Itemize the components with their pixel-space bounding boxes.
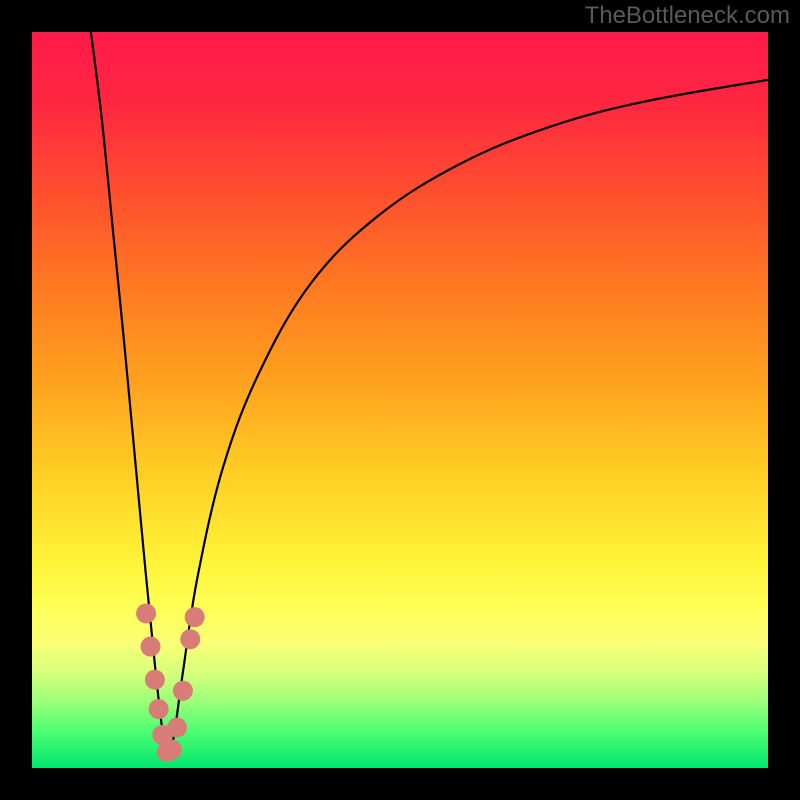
data-marker	[162, 740, 182, 760]
plot-background	[32, 32, 768, 768]
chart-svg	[0, 0, 800, 800]
data-marker	[141, 637, 161, 657]
data-marker	[180, 629, 200, 649]
bottleneck-chart: TheBottleneck.com	[0, 0, 800, 800]
data-marker	[145, 670, 165, 690]
watermark-text: TheBottleneck.com	[585, 2, 790, 30]
data-marker	[173, 681, 193, 701]
data-marker	[185, 607, 205, 627]
data-marker	[167, 718, 187, 738]
data-marker	[136, 603, 156, 623]
data-marker	[149, 699, 169, 719]
